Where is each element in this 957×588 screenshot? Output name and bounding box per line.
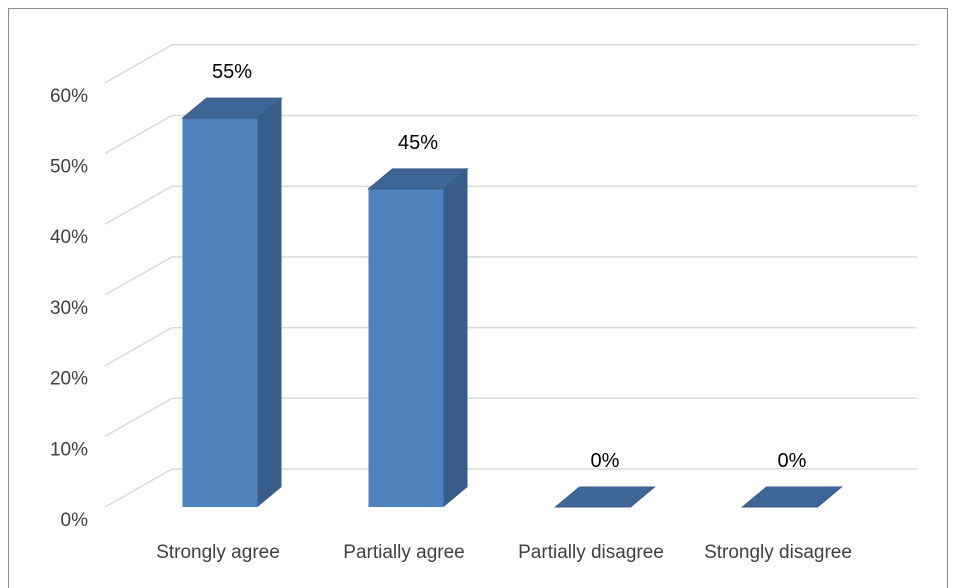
y-tick-label: 60%: [50, 86, 88, 107]
gridline: [104, 468, 917, 508]
y-tick-label: 10%: [50, 439, 88, 460]
y-tick-label: 50%: [50, 157, 88, 178]
bar: [367, 168, 469, 507]
y-tick-label: 40%: [50, 227, 88, 248]
bar: [181, 97, 283, 508]
gridline: [104, 397, 917, 437]
data-label: 45%: [398, 132, 438, 154]
y-tick-label: 20%: [50, 369, 88, 390]
data-labels: 55% 45% 0% 0%: [212, 61, 807, 472]
x-axis-category-labels: Strongly agree Partially agree Partially d…: [156, 542, 852, 563]
bar: [741, 486, 843, 508]
gridline: [104, 44, 917, 84]
data-label: 0%: [778, 450, 807, 472]
gridline: [104, 185, 917, 225]
data-label: 0%: [591, 450, 620, 472]
bars: [181, 97, 843, 508]
data-label: 55%: [212, 61, 252, 83]
y-tick-label: 0%: [61, 510, 89, 531]
category-label: Partially agree: [343, 542, 464, 563]
category-label: Strongly disagree: [704, 542, 852, 563]
gridlines: [104, 44, 917, 508]
y-axis-tick-labels: 0% 10% 20% 30% 40% 50% 60%: [50, 86, 88, 531]
y-tick-label: 30%: [50, 298, 88, 319]
bar: [554, 486, 656, 508]
gridline: [104, 256, 917, 296]
category-label: Strongly agree: [156, 542, 280, 563]
gridline: [104, 326, 917, 367]
gridline: [104, 114, 917, 155]
category-label: Partially disagree: [518, 542, 664, 563]
